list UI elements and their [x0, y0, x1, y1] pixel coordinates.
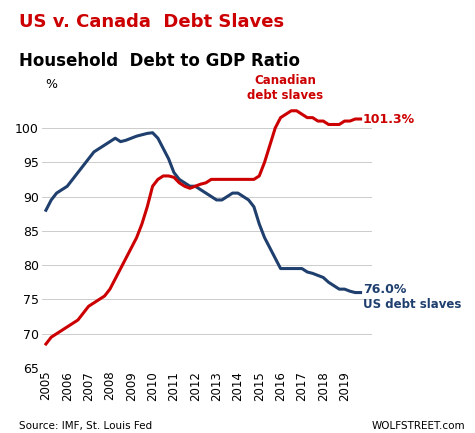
Text: 76.0%: 76.0% [363, 283, 406, 296]
Text: Source: IMF, St. Louis Fed: Source: IMF, St. Louis Fed [19, 421, 152, 431]
Text: Canadian
debt slaves: Canadian debt slaves [247, 74, 323, 102]
Text: WOLFSTREET.com: WOLFSTREET.com [372, 421, 466, 431]
Text: 101.3%: 101.3% [363, 113, 415, 126]
Text: US v. Canada  Debt Slaves: US v. Canada Debt Slaves [19, 13, 284, 31]
Text: Household  Debt to GDP Ratio: Household Debt to GDP Ratio [19, 52, 300, 70]
Text: %: % [45, 78, 57, 91]
Text: US debt slaves: US debt slaves [363, 298, 461, 311]
